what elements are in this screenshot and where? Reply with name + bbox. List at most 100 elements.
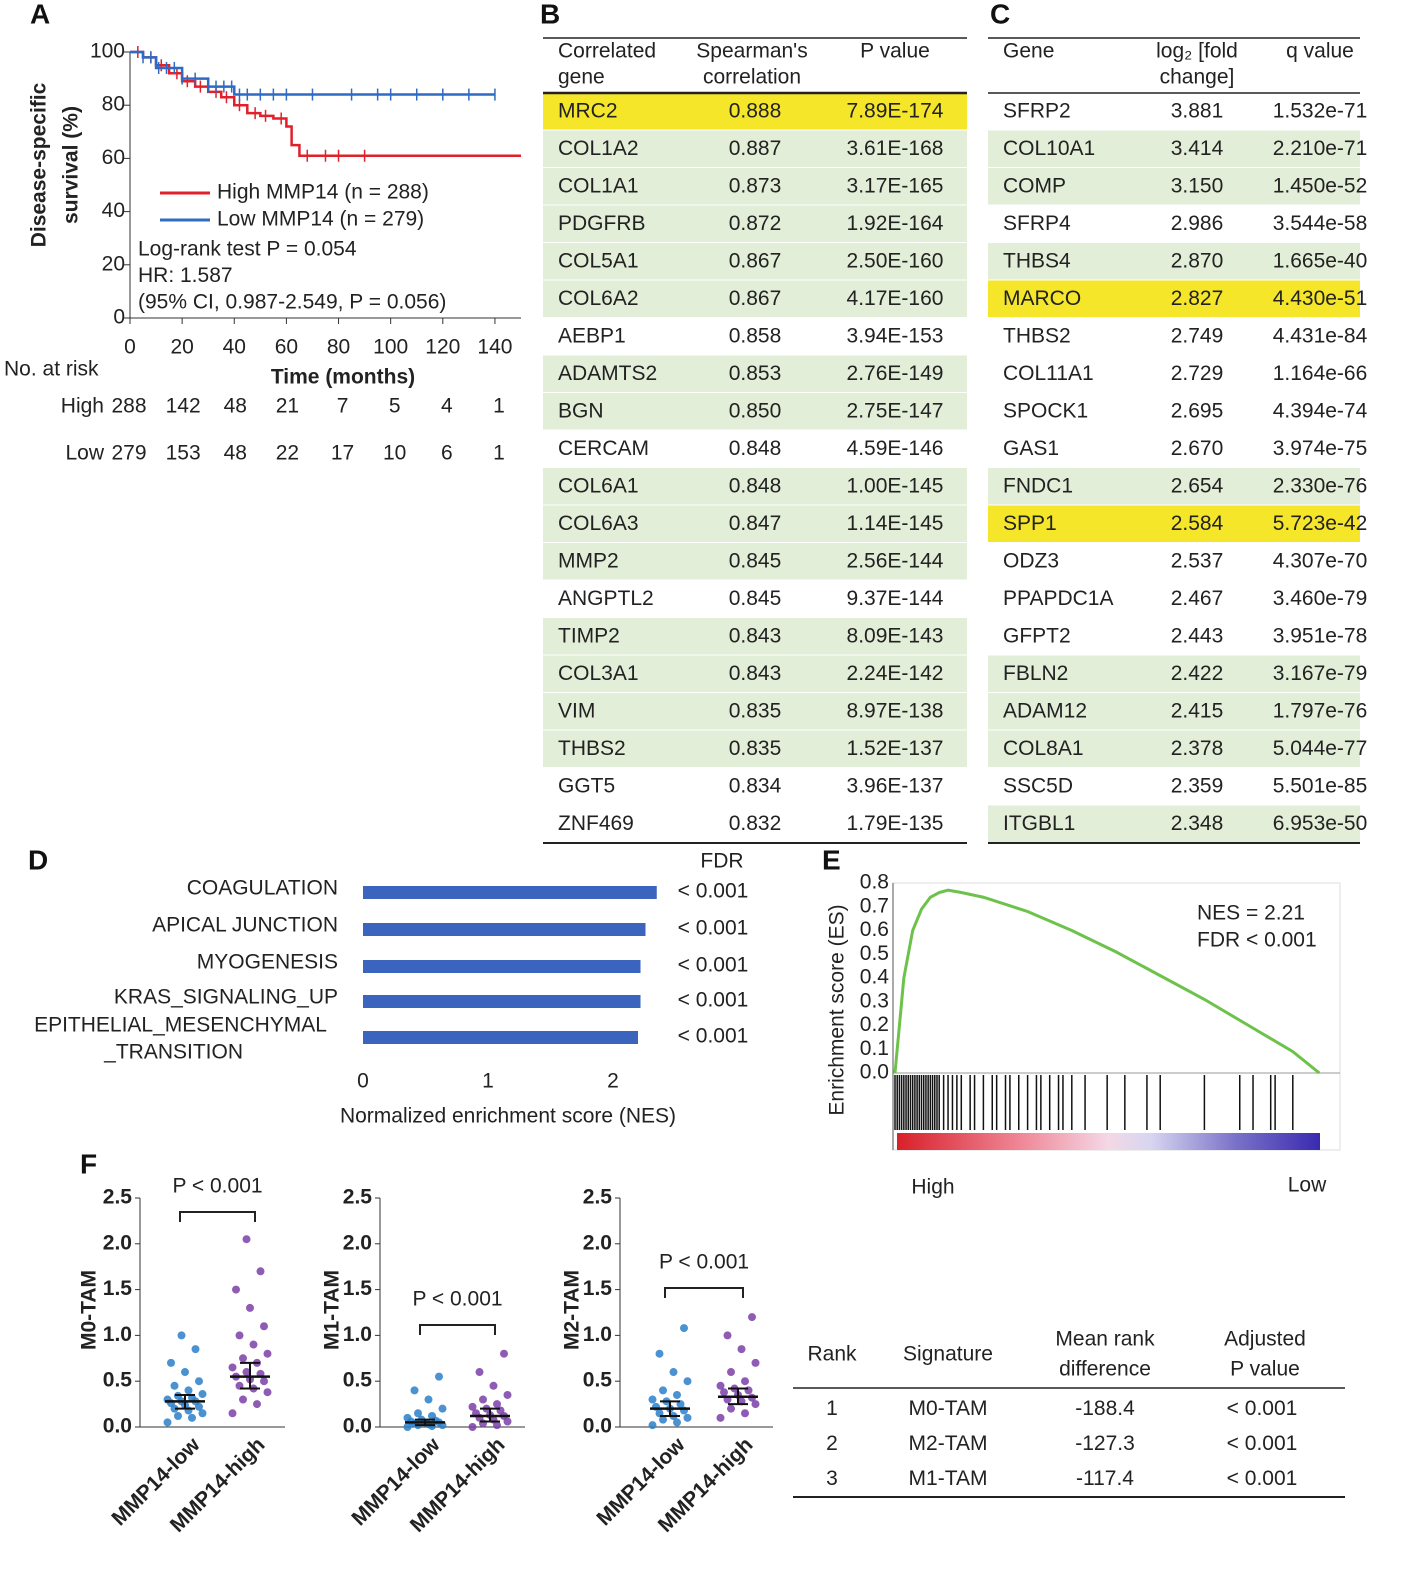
survival-curve [130,50,495,96]
table-cell: 3.150 [1171,174,1224,197]
category-label: EPITHELIAL_MESENCHYMAL [34,1014,327,1037]
table-cell: 1.665e-40 [1273,249,1368,272]
y-axis-label: M0-TAM [78,1270,101,1350]
x-tick-label: 100 [373,336,408,359]
p-annotation: P < 0.001 [412,1288,502,1311]
legend-label: High MMP14 (n = 288) [217,181,429,204]
data-point [414,1409,422,1418]
table-cell: VIM [558,699,595,722]
fdr-value: < 0.001 [678,989,749,1012]
data-point [167,1358,175,1367]
p-annotation: P < 0.001 [659,1251,749,1274]
bar [363,1031,638,1044]
end-label: Low [1288,1174,1327,1197]
data-point [191,1345,200,1354]
y-tick-label: 0.0 [583,1415,612,1438]
table-cell: MARCO [1003,287,1081,310]
data-point [242,1235,251,1244]
table-cell: ZNF469 [558,812,634,835]
y-axis-label: Disease-specific [28,82,51,247]
table-cell: < 0.001 [1227,1432,1298,1455]
table-cell: 3.544e-58 [1273,212,1368,235]
data-point [748,1313,756,1322]
row-shade [543,130,967,167]
row-shade [988,505,1360,542]
category-label: _TRANSITION [103,1041,243,1064]
y-tick-label: 0 [113,306,125,329]
table-header: q value [1286,40,1354,63]
table-cell: COMP [1003,174,1066,197]
table-header: difference [1059,1358,1151,1381]
table-cell: 2.24E-142 [847,662,944,685]
x-axis-label: Normalized enrichment score (NES) [340,1105,676,1128]
table-cell: COL6A1 [558,474,639,497]
risk-count: 48 [224,395,247,418]
row-shade [988,805,1360,842]
table-header: Spearman's [696,40,807,63]
data-point [648,1421,657,1430]
table-cell: 3.460e-79 [1273,587,1368,610]
table-cell: 2.348 [1171,812,1224,835]
table-cell: 4.17E-160 [847,287,944,310]
x-tick-label: 40 [223,336,246,359]
legend-label: Low MMP14 (n = 279) [217,208,424,231]
table-cell: -117.4 [1076,1467,1134,1490]
risk-count: 7 [337,395,349,418]
table-cell: CERCAM [558,437,649,460]
data-point [263,1388,272,1397]
row-shade [543,468,967,505]
row-shade [543,393,967,430]
table-cell: 2.584 [1171,512,1224,535]
table-cell: THBS4 [1003,249,1071,272]
data-point [683,1377,692,1386]
table-header: log₂ [fold [1156,40,1238,63]
fdr-value: < 0.001 [678,880,749,903]
x-tick-label: 0 [124,336,136,359]
row-shade [543,655,967,692]
risk-title: No. at risk [4,358,99,381]
table-header: Rank [807,1343,857,1366]
data-point [503,1390,512,1399]
row-shade [988,730,1360,767]
table-cell: 8.09E-143 [847,624,944,647]
data-point [174,1412,182,1421]
table-cell: 5.501e-85 [1273,774,1368,797]
table-cell: M0-TAM [909,1397,988,1420]
row-shade [543,280,967,317]
table-cell: BGN [558,399,604,422]
fdr-value: < 0.001 [678,954,749,977]
table-cell: GFPT2 [1003,624,1071,647]
data-point [751,1358,760,1367]
table-cell: 2.210e-71 [1273,137,1368,160]
table-cell: 0.843 [729,624,782,647]
x-tick-label: 60 [275,336,298,359]
table-cell: 0.834 [729,774,782,797]
table-cell: 2.443 [1171,624,1224,647]
panel-label: C [990,0,1010,29]
table-cell: ANGPTL2 [558,587,654,610]
y-tick-label: 0.4 [860,966,890,989]
table-cell: 5.044e-77 [1273,737,1368,760]
table-cell: 0.835 [729,737,782,760]
category-label: KRAS_SIGNALING_UP [114,986,338,1009]
data-point [737,1345,746,1354]
annotation: (95% CI, 0.987-2.549, P = 0.056) [138,291,446,314]
table-cell: 2.654 [1171,474,1224,497]
annotation: HR: 1.587 [138,264,233,287]
data-point [727,1368,735,1377]
y-tick-label: 2.0 [103,1231,132,1254]
bar [363,960,641,973]
table-cell: THBS2 [558,737,626,760]
table-cell: -188.4 [1075,1397,1135,1420]
table-cell: 6.953e-50 [1273,812,1368,835]
p-annotation: P < 0.001 [172,1175,262,1198]
bar [363,995,641,1008]
table-header: change] [1160,66,1235,89]
data-point [741,1377,749,1386]
y-tick-label: 0.0 [103,1415,132,1438]
end-label: High [911,1176,954,1199]
table-cell: M1-TAM [909,1467,988,1490]
table-cell: 0.845 [729,587,782,610]
survival-curve [130,50,521,157]
data-point [177,1331,186,1340]
